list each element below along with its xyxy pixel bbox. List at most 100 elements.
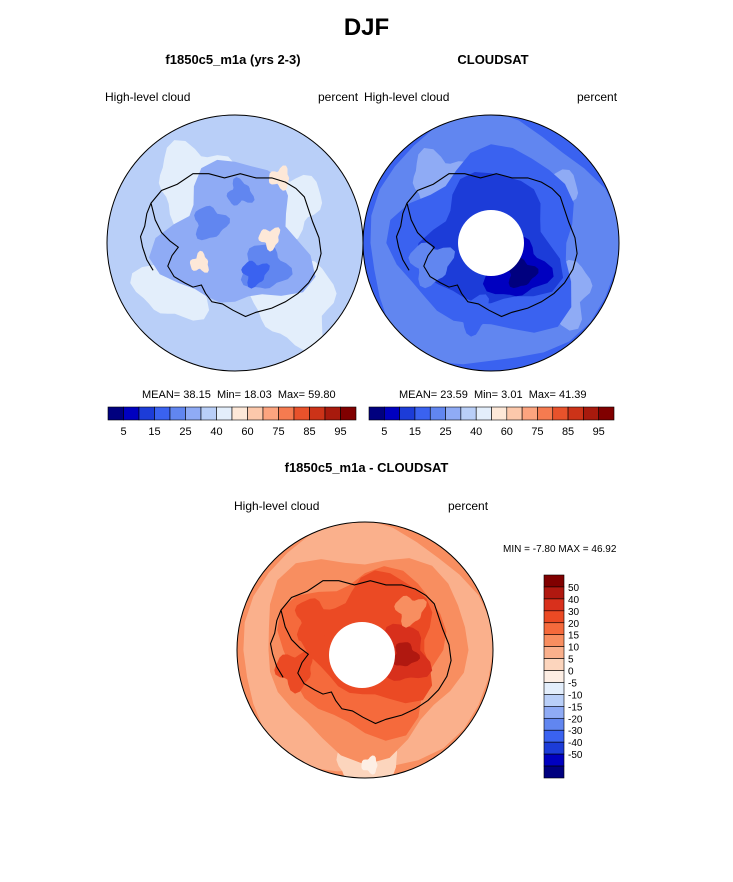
colorbar-tick-label: 95 — [593, 426, 605, 438]
obs-map — [362, 114, 620, 372]
colorbar-swatch — [154, 406, 171, 421]
colorbar-swatch — [543, 646, 565, 659]
colorbar-tick-label: 40 — [210, 426, 222, 438]
min-value: 3.01 — [501, 389, 523, 401]
model-colorbar: 5 15 25 40 60 75 85 95 — [107, 406, 357, 438]
map-border — [362, 114, 620, 372]
coastline-path — [406, 173, 578, 318]
colorbar-swatch — [384, 406, 400, 421]
colorbar-swatch — [567, 406, 584, 421]
colorbar-swatch — [543, 658, 565, 671]
colorbar-tick-label: 10 — [568, 643, 580, 654]
colorbar-swatch — [552, 406, 569, 421]
diff-minmax: MIN = -7.80 MAX = 46.92 — [503, 544, 616, 555]
colorbar-tick-label: 5 — [381, 426, 387, 438]
colorbar-swatch — [340, 406, 357, 421]
colorbar-swatch — [278, 406, 295, 421]
colorbar-swatch — [543, 586, 565, 600]
missing-data-hole — [329, 622, 395, 688]
colorbar-swatch — [429, 406, 446, 421]
colorbar-swatch — [445, 406, 462, 421]
max-label: Max= — [528, 389, 556, 401]
colorbar-swatch — [543, 670, 565, 683]
colorbar-swatch — [543, 717, 565, 731]
contour-region — [361, 755, 378, 775]
colorbar-swatch — [543, 574, 565, 588]
colorbar-swatch — [324, 406, 341, 421]
obs-units-label: percent — [577, 90, 618, 104]
colorbar-swatch — [543, 694, 565, 707]
contour-region — [189, 250, 209, 273]
max-value: 59.80 — [308, 389, 336, 401]
colorbar-tick-label: 15 — [148, 426, 160, 438]
model-variable-label: High-level cloud — [105, 90, 191, 104]
missing-data-hole — [458, 210, 524, 276]
colorbar-tick-label: 85 — [562, 426, 574, 438]
colorbar-swatch — [293, 406, 310, 421]
obs-stats: MEAN= 23.59 Min= 3.01 Max= 41.39 — [399, 389, 587, 401]
min-label: Min= — [216, 389, 242, 401]
contour-region — [226, 177, 255, 206]
colorbar-tick-label: 85 — [303, 426, 315, 438]
max-label: MAX = — [558, 544, 589, 555]
colorbar-swatch — [200, 406, 217, 421]
colorbar-swatch — [185, 406, 202, 421]
colorbar-tick-label: 60 — [501, 426, 513, 438]
mean-value: 23.59 — [440, 389, 468, 401]
colorbar-swatch — [247, 406, 264, 421]
colorbar-tick-label: 15 — [568, 631, 580, 642]
obs-variable-label: High-level cloud — [364, 90, 450, 104]
colorbar-swatch — [543, 706, 565, 719]
colorbar-swatch — [543, 729, 565, 743]
colorbar-tick-label: -10 — [568, 690, 583, 701]
colorbar-swatch — [598, 406, 615, 421]
colorbar-swatch — [399, 406, 416, 421]
colorbar-tick-label: 0 — [568, 667, 574, 678]
mean-value: 38.15 — [183, 389, 211, 401]
antarctica-coastline — [139, 173, 322, 318]
colorbar-swatch — [169, 406, 186, 421]
mean-label: MEAN= — [399, 389, 438, 401]
diff-map — [236, 521, 494, 779]
contour-region — [241, 260, 270, 289]
colorbar-tick-label: 75 — [531, 426, 543, 438]
colorbar-tick-label: 5 — [568, 655, 574, 666]
colorbar-swatch — [414, 406, 431, 421]
colorbar-tick-label: 20 — [568, 619, 580, 630]
peninsula-path — [269, 609, 284, 678]
contour-region — [408, 242, 455, 289]
contour-region — [391, 642, 420, 667]
max-value: 46.92 — [591, 544, 617, 555]
colorbar-swatch — [521, 406, 538, 421]
contour-region — [258, 227, 281, 252]
coastline-path — [280, 580, 452, 725]
colorbar-swatch — [491, 406, 508, 421]
contour-region — [294, 598, 341, 643]
colorbar-swatch — [216, 406, 233, 421]
mean-label: MEAN= — [142, 389, 181, 401]
colorbar-swatch — [543, 741, 565, 755]
contour-region — [394, 595, 427, 628]
contour-region — [268, 165, 290, 191]
diff-panel-title: f1850c5_m1a - CLOUDSAT — [284, 460, 449, 475]
model-panel-title: f1850c5_m1a (yrs 2-3) — [165, 52, 301, 67]
colorbar-swatch — [309, 406, 326, 421]
colorbar-swatch — [123, 406, 140, 421]
colorbar-swatch — [475, 406, 492, 421]
colorbar-swatch — [543, 634, 565, 647]
colorbar-swatch — [583, 406, 599, 421]
model-stats: MEAN= 38.15 Min= 18.03 Max= 59.80 — [142, 389, 336, 401]
colorbar-tick-label: -15 — [568, 702, 583, 713]
obs-panel-title: CLOUDSAT — [457, 52, 529, 67]
max-label: Max= — [277, 389, 306, 401]
colorbar-tick-label: -20 — [568, 714, 583, 725]
diff-units-label: percent — [448, 499, 489, 513]
colorbar-tick-label: 15 — [409, 426, 421, 438]
min-label: Min= — [473, 389, 499, 401]
colorbar-tick-label: 25 — [179, 426, 191, 438]
colorbar-swatch — [368, 406, 385, 421]
colorbar-tick-label: -40 — [568, 738, 583, 749]
map-border — [236, 521, 494, 779]
